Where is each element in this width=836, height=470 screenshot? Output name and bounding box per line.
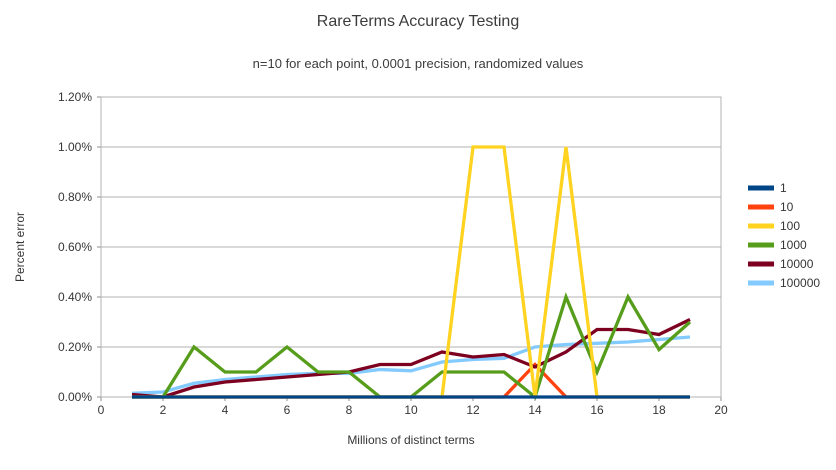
legend-label-1: 1 (780, 181, 787, 195)
x-tick-label: 12 (466, 403, 480, 417)
x-tick-label: 18 (652, 403, 666, 417)
x-tick-label: 6 (284, 403, 291, 417)
x-axis-title: Millions of distinct terms (347, 433, 475, 447)
x-tick-label: 0 (98, 403, 105, 417)
y-tick-label: 0.00% (58, 390, 92, 404)
legend-label-100: 100 (780, 219, 800, 233)
legend-label-100000: 100000 (780, 276, 820, 290)
y-tick-label: 0.80% (58, 190, 92, 204)
series-line-10000 (131, 318, 691, 399)
y-tick-label: 1.00% (58, 140, 92, 154)
y-axis-title: Percent error (13, 211, 27, 283)
legend-label-1000: 1000 (780, 238, 807, 252)
x-tick-label: 14 (528, 403, 542, 417)
x-tick-label: 20 (714, 403, 728, 417)
y-tick-label: 1.20% (58, 90, 92, 104)
series-line-100000 (131, 335, 691, 395)
y-tick-label: 0.60% (58, 240, 92, 254)
series-line-100 (132, 145, 690, 399)
y-tick-label: 0.20% (58, 340, 92, 354)
y-tick-label: 0.40% (58, 290, 92, 304)
legend-label-10000: 10000 (780, 257, 814, 271)
x-tick-label: 4 (222, 403, 229, 417)
x-tick-label: 8 (346, 403, 353, 417)
x-tick-label: 2 (160, 403, 167, 417)
x-tick-label: 16 (590, 403, 604, 417)
chart-subtitle: n=10 for each point, 0.0001 precision, r… (252, 56, 584, 71)
x-tick-label: 10 (404, 403, 418, 417)
legend-label-10: 10 (780, 200, 794, 214)
chart-title: RareTerms Accuracy Testing (316, 13, 520, 30)
